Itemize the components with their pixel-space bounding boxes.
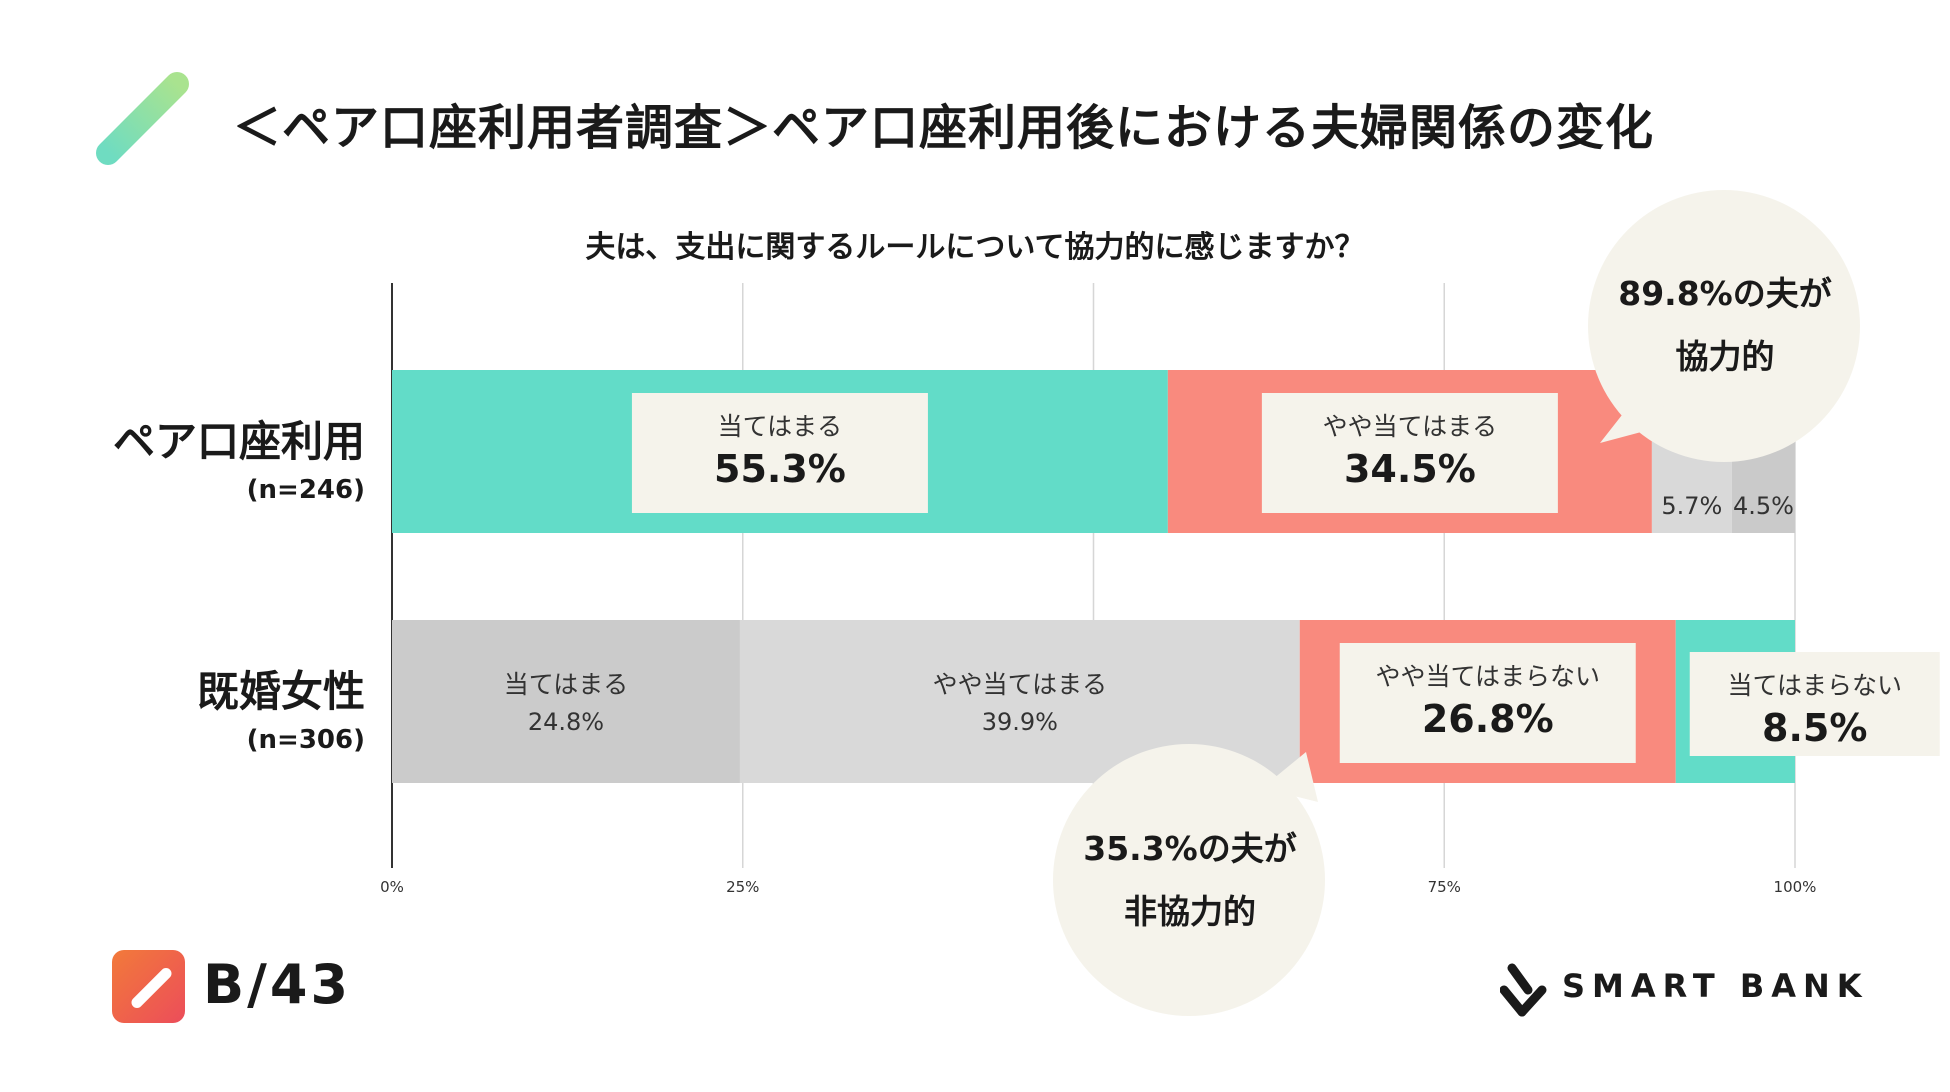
data-label-box — [1339, 643, 1636, 763]
segment-category-label: やや当てはまらない — [1375, 662, 1600, 691]
row-label-main: ペア口座利用 — [112, 417, 365, 466]
smartbank-logo-icon — [1500, 963, 1547, 1017]
x-tick-label: 75% — [1428, 878, 1461, 896]
row-label-main: 既婚女性 — [196, 667, 365, 716]
decorative-slash-icon — [96, 72, 189, 165]
callout-bubble — [1053, 744, 1325, 1016]
x-tick-label: 25% — [726, 878, 759, 896]
row-label-pair-account: ペア口座利用 (n=246) — [113, 408, 365, 505]
data-label: 5.7% — [1661, 492, 1722, 520]
x-tick-label: 0% — [380, 878, 404, 896]
x-tick-label: 100% — [1774, 878, 1817, 896]
callout-uncooperative-text: 35.3%の夫が 非協力的 — [1055, 817, 1325, 943]
bar-segment — [392, 620, 740, 783]
data-label: 55.3% — [714, 447, 846, 491]
data-label: 8.5% — [1762, 706, 1867, 750]
data-label: 24.8% — [528, 708, 604, 736]
callout-line1: 89.8%の夫が — [1618, 274, 1832, 313]
b43-logo-icon — [112, 950, 185, 1023]
row-label-n: (n=246) — [246, 475, 365, 505]
callout-line2: 協力的 — [1675, 337, 1775, 376]
segment-category-label: 当てはまる — [504, 670, 629, 699]
data-label: 4.5% — [1733, 492, 1794, 520]
callout-line1: 35.3%の夫が — [1083, 829, 1297, 868]
callout-pointer — [1262, 752, 1318, 802]
data-label-box — [1689, 652, 1940, 756]
page-title: ＜ペア口座利用者調査＞ペア口座利用後における夫婦関係の変化 — [233, 100, 1655, 156]
data-label-box — [1261, 393, 1558, 513]
data-label-box — [631, 393, 928, 513]
row-label-n: (n=306) — [246, 725, 365, 755]
smartbank-logo-text: SMART BANK — [1562, 967, 1869, 1005]
b43-logo-text: B/43 — [203, 953, 352, 1016]
data-label: 34.5% — [1344, 447, 1476, 491]
chart-title: 夫は、支出に関するルールについて協力的に感じますか？ — [585, 230, 1365, 265]
callout-cooperative-text: 89.8%の夫が 協力的 — [1590, 262, 1860, 388]
data-label: 39.9% — [982, 708, 1058, 736]
callout-line2: 非協力的 — [1124, 892, 1256, 931]
segment-category-label: やや当てはまる — [933, 670, 1108, 699]
segment-category-label: 当てはまる — [718, 412, 843, 441]
callout-bubble — [1588, 190, 1860, 462]
segment-category-label: やや当てはまる — [1323, 412, 1498, 441]
callout-pointer — [1600, 392, 1686, 443]
data-label: 26.8% — [1422, 697, 1554, 741]
segment-category-label: 当てはまらない — [1727, 671, 1902, 700]
row-label-married-women: 既婚女性 (n=306) — [197, 658, 365, 755]
